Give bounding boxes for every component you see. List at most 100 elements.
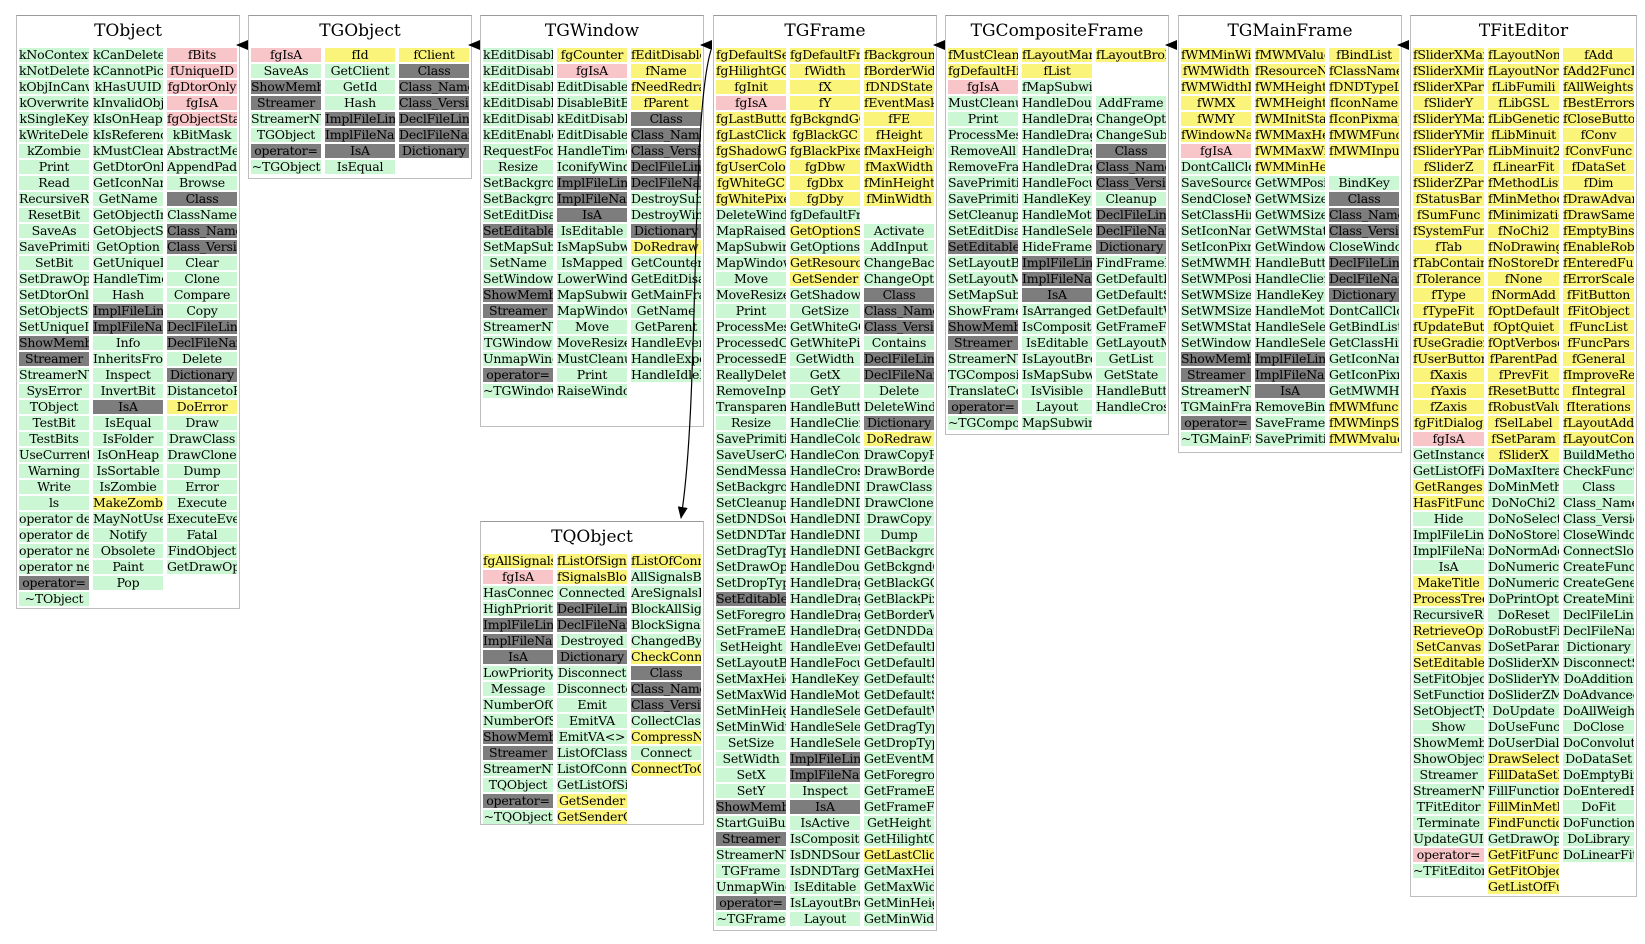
class-member: fClassName [1329, 64, 1399, 78]
class-member: fOptQuiet [1488, 320, 1559, 334]
class-member: fgIsA [716, 96, 786, 110]
class-title: TGWindow [544, 21, 640, 41]
class-member: fgObjectStat [167, 112, 237, 126]
class-member: IsEqual [93, 416, 163, 430]
class-member: BindKey [1329, 176, 1399, 190]
class-member: HideFrame [1022, 240, 1092, 254]
class-member: StreamerNVirtual [251, 112, 321, 126]
class-member: SetWidth [716, 752, 786, 766]
class-member: Inspect [790, 784, 860, 798]
class-member: GetHilightGC [864, 832, 934, 846]
class-member: ImplFileName [325, 128, 395, 142]
class-member: HandleConfigureNotify [790, 448, 860, 462]
member-column: kEditDisableHeight kEditDisableKeyEnable k… [481, 48, 555, 400]
class-member: Inspect [93, 368, 163, 382]
class-member: GetDefaultSelectedBackground [864, 672, 934, 686]
class-member: GetRanges [1413, 480, 1484, 494]
class-member: fgIsA [251, 48, 321, 62]
class-member: kEditDisableResize [483, 96, 553, 110]
class-member: TGObject [251, 128, 321, 142]
class-member: FillMinMethodList [1488, 800, 1559, 814]
class-member: HandleMotion [1255, 304, 1325, 318]
class-member: DoRedraw [631, 240, 701, 254]
class-member: SetEditDisabled [483, 208, 553, 222]
class-member: GetDefaultWidth [864, 704, 934, 718]
class-member: Dictionary [399, 144, 469, 158]
class-member: SaveFrameAsCodeOrImage [1255, 416, 1325, 430]
class-member: ImplFileLine [93, 304, 163, 318]
class-member: SaveAs [251, 64, 321, 78]
class-member: IsA [325, 144, 395, 158]
class-member: operator= [948, 400, 1018, 414]
class-member: fEnableRobust [1563, 240, 1634, 254]
class-member: Terminate [1413, 816, 1484, 830]
class-box-tqobject: TQObject fgAllSignalsBlocked fgIsA HasConn… [480, 521, 704, 825]
class-member: SetEditable [1413, 656, 1484, 670]
class-member: fYaxis [1413, 384, 1484, 398]
class-member: MapRaised [716, 224, 786, 238]
class-member: Class_Name [1329, 208, 1399, 222]
member-column: fLayoutBroken AddFrame ChangeOptions Change… [1094, 48, 1168, 432]
class-member: Dictionary [167, 368, 237, 382]
class-member: Paint [93, 560, 163, 574]
class-member: DeclFileName [1329, 272, 1399, 286]
class-member: GetDropType [864, 736, 934, 750]
class-member: fUniqueID [167, 64, 237, 78]
class-member: SetFunction [1413, 688, 1484, 702]
class-member: kZombie [19, 144, 89, 158]
class-member: GetBlackGC [864, 576, 934, 590]
class-member: fSliderXMin [1413, 64, 1484, 78]
class-member: GetDrawOption [1488, 832, 1559, 846]
class-member: fErrorScale [1563, 272, 1634, 286]
member-column: fClient Class Class_Name Class_Version DeclF… [397, 48, 471, 176]
class-member: FindObject [167, 544, 237, 558]
class-member: fgDefaultFrameBackground [790, 208, 860, 222]
class-member: HandleMotion [790, 688, 860, 702]
class-member: fMapSubwindows [1022, 80, 1092, 94]
class-member: StartGuiBuilding [716, 816, 786, 830]
class-member: operator= [251, 144, 321, 158]
class-member: fResourceName [1255, 64, 1325, 78]
class-title: TGMainFrame [1227, 21, 1353, 41]
class-member: MapSubwindows [1022, 416, 1092, 430]
class-member: kEditDisableWidth [483, 112, 553, 126]
class-member: operator= [1181, 416, 1251, 430]
member-column: fMWMValue fResourceName fWMHeight fWMHeight… [1253, 48, 1327, 448]
class-member: Print [557, 368, 627, 382]
class-member: SendMessage [716, 464, 786, 478]
class-member: DeclFileLine [167, 320, 237, 334]
class-member: HandleFocusChange [790, 656, 860, 670]
class-member: ShowMembers [716, 800, 786, 814]
member-columns: fSliderXMax fSliderXMin fSliderXParent fSli… [1411, 48, 1636, 896]
class-member: DeclFileName [864, 368, 934, 382]
class-member: fSelLabel [1488, 416, 1559, 430]
class-member: ImplFileName [1255, 368, 1325, 382]
class-member: GetOptions [790, 240, 860, 254]
class-member: ShowMembers [251, 80, 321, 94]
class-member: fWindowName [1181, 128, 1251, 142]
class-member: fTab [1413, 240, 1484, 254]
class-member: DrawSelection [1488, 752, 1559, 766]
class-member: CreateGeneralTab [1563, 576, 1634, 590]
class-member: DeclFileLine [1563, 608, 1634, 622]
class-member: HandleDragLeave [1022, 144, 1092, 158]
class-member: GetBindList [1329, 320, 1399, 334]
class-member: Print [716, 304, 786, 318]
class-member: DoSetParameters [1488, 640, 1559, 654]
class-member: GetObjectStat [93, 224, 163, 238]
class-member: GetName [631, 304, 701, 318]
class-member: kBitMask [167, 128, 237, 142]
class-member: Move [716, 272, 786, 286]
class-member: DrawClass [167, 432, 237, 446]
class-member: kInvalidObject [93, 96, 163, 110]
class-member: SetBit [19, 256, 89, 270]
class-member: kIsReferenced [93, 128, 163, 142]
class-member: Streamer [251, 96, 321, 110]
class-member: SetHeight [716, 640, 786, 654]
class-member: SetX [716, 768, 786, 782]
class-member: DrawCopyRectangle [864, 448, 934, 462]
class-member: operator= [19, 576, 89, 590]
class-member: ShowMembers [1413, 736, 1484, 750]
class-member: FillDataSetList [1488, 768, 1559, 782]
